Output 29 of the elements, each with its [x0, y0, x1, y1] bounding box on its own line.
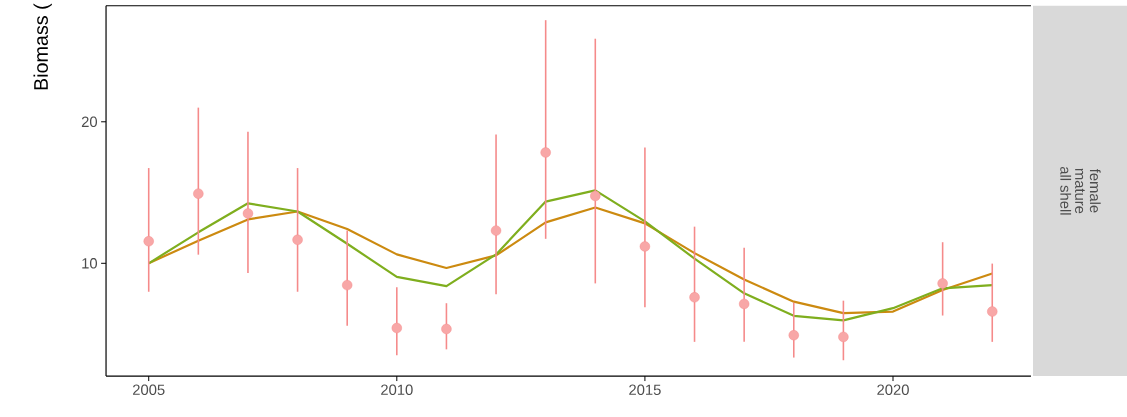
- point: [193, 188, 204, 199]
- point: [788, 330, 799, 341]
- x-tick-label: 2020: [877, 384, 909, 396]
- point: [143, 236, 154, 247]
- point: [342, 280, 353, 291]
- point: [540, 147, 551, 158]
- y-axis-title: Biomass (: [33, 3, 52, 90]
- x-tick-label: 2015: [629, 384, 661, 396]
- point: [937, 278, 948, 289]
- point: [441, 323, 452, 335]
- line-series: [147, 189, 994, 322]
- x-tick-label: 2005: [133, 384, 165, 396]
- y-tick-label: 10: [82, 258, 98, 269]
- y-tick-label: 20: [81, 116, 98, 128]
- point: [838, 331, 849, 343]
- point: [292, 234, 303, 246]
- point: [490, 225, 502, 236]
- point: [689, 292, 700, 303]
- point: [739, 298, 750, 310]
- text: female: [1089, 169, 1101, 213]
- point: [639, 241, 651, 252]
- text: mature: [1075, 169, 1085, 214]
- point: [391, 322, 402, 334]
- x-tick-label: 2010: [381, 384, 413, 396]
- line-series: [147, 206, 994, 315]
- point: [987, 306, 998, 317]
- point: [242, 208, 254, 219]
- point: [590, 190, 601, 202]
- text: all shell: [1060, 167, 1072, 215]
